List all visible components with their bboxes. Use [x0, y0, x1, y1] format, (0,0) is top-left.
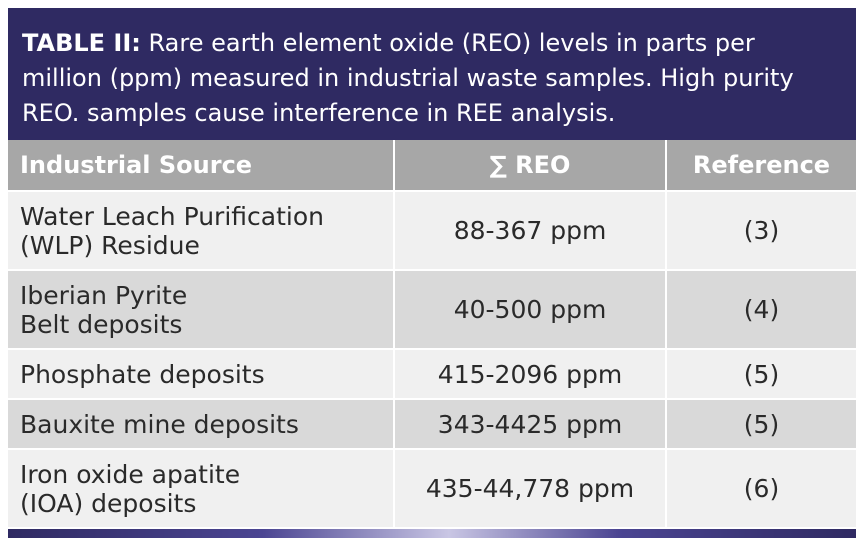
header-sum-reo: ∑ REO: [394, 140, 667, 191]
source-cell: Water Leach Purification (WLP) Residue: [8, 190, 395, 270]
header-industrial-source: Industrial Source: [8, 140, 395, 191]
source-line2: Belt deposits: [20, 309, 183, 339]
table-row: Iron oxide apatite (IOA) deposits 435-44,…: [8, 448, 856, 527]
source-line2: (WLP) Residue: [20, 230, 200, 260]
reo-cell: 40-500 ppm: [394, 269, 667, 349]
source-cell: Phosphate deposits: [8, 348, 395, 399]
table-row: Iberian Pyrite Belt deposits 40-500 ppm (…: [8, 269, 856, 349]
caption-text: Rare earth element oxide (REO) levels in…: [22, 29, 794, 127]
source-cell: Iron oxide apatite (IOA) deposits: [8, 448, 395, 527]
reo-table: Industrial Source ∑ REO Reference Water …: [8, 140, 856, 527]
source-cell: Bauxite mine deposits: [8, 398, 395, 449]
reo-cell: 343-4425 ppm: [394, 398, 667, 449]
source-line1: Iron oxide apatite: [20, 459, 241, 489]
caption-label: TABLE II:: [22, 29, 141, 57]
header-row: Industrial Source ∑ REO Reference: [8, 140, 856, 191]
source-line2: (IOA) deposits: [20, 488, 197, 518]
reference-cell: (3): [666, 190, 856, 270]
table-caption: TABLE II: Rare earth element oxide (REO)…: [8, 8, 856, 140]
source-cell: Iberian Pyrite Belt deposits: [8, 269, 395, 349]
bottom-accent-bar: [8, 529, 856, 538]
reo-cell: 435-44,778 ppm: [394, 448, 667, 527]
reference-cell: (5): [666, 398, 856, 449]
table-row: Water Leach Purification (WLP) Residue 88…: [8, 190, 856, 270]
source-line1: Water Leach Purification: [20, 201, 324, 231]
table-row: Bauxite mine deposits 343-4425 ppm (5): [8, 398, 856, 449]
table-figure: TABLE II: Rare earth element oxide (REO)…: [8, 0, 856, 552]
table-row: Phosphate deposits 415-2096 ppm (5): [8, 348, 856, 399]
reo-cell: 88-367 ppm: [394, 190, 667, 270]
reo-cell: 415-2096 ppm: [394, 348, 667, 399]
reference-cell: (4): [666, 269, 856, 349]
source-line1: Iberian Pyrite: [20, 280, 188, 310]
reference-cell: (5): [666, 348, 856, 399]
reference-cell: (6): [666, 448, 856, 527]
header-reference: Reference: [666, 140, 856, 191]
